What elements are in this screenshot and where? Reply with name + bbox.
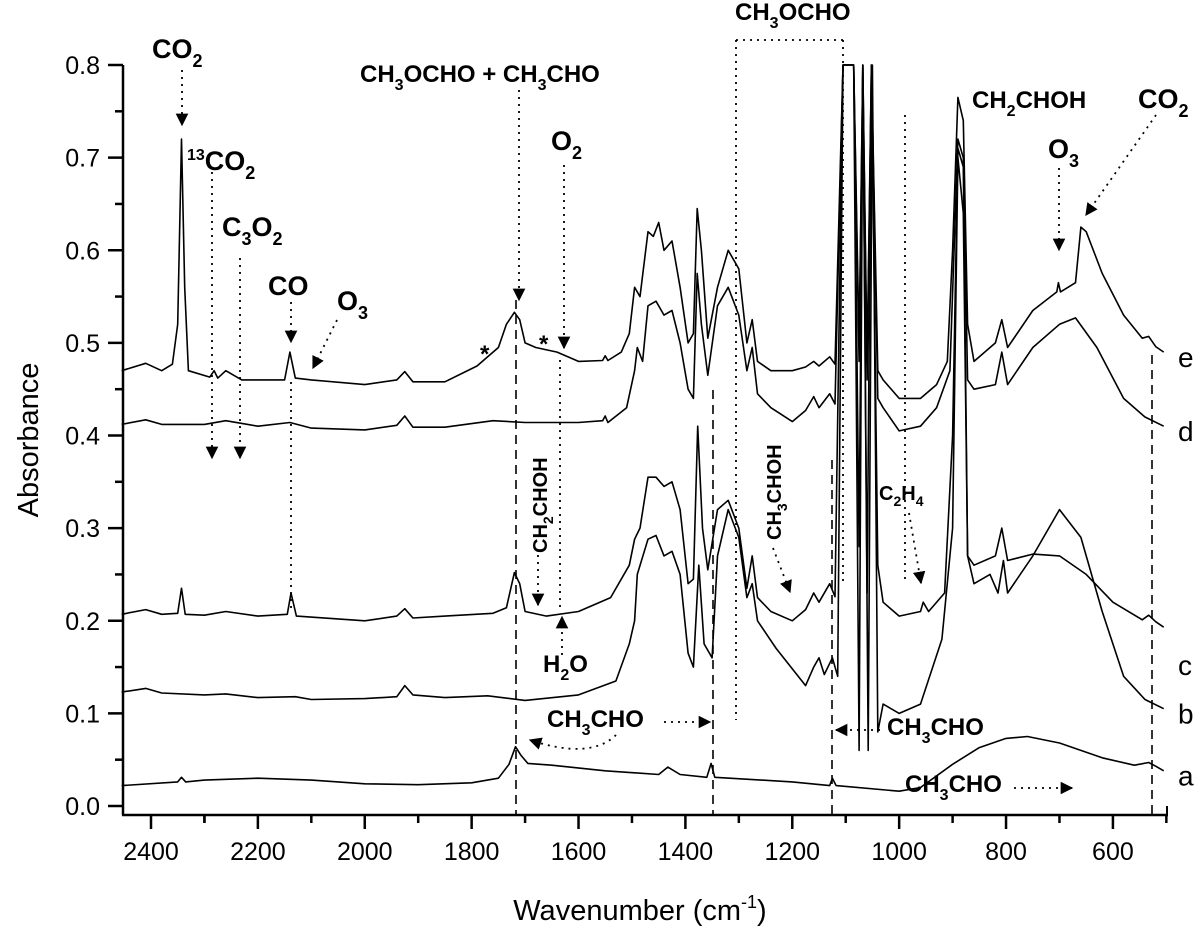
label-co: CO xyxy=(268,271,309,301)
x-tick-label: 1400 xyxy=(658,838,714,866)
y-axis-title: Absorbance xyxy=(13,363,45,518)
label-ch3cho-3: CH3CHO xyxy=(905,771,1002,804)
label-ch2choh-vertical: CH2CHOH xyxy=(530,457,556,553)
x-tick-label: 2200 xyxy=(230,838,286,866)
label-ch3cho-2: CH3CHO xyxy=(887,714,984,747)
label-c2h4: C2H4 xyxy=(879,483,924,509)
arrow-vinyl xyxy=(536,599,539,605)
y-tick-label: 0.2 xyxy=(65,608,100,636)
label-ch3choh: CH3CHOH xyxy=(764,444,790,540)
y-tick-label: 0.0 xyxy=(65,793,100,821)
x-tick-label: 1200 xyxy=(764,838,820,866)
y-tick-label: 0.5 xyxy=(65,330,100,358)
label-o3-left: O3 xyxy=(337,286,368,323)
x-tick-label: 1800 xyxy=(444,838,500,866)
y-tick-label: 0.6 xyxy=(65,237,100,265)
axes: 0.0 0.1 0.2 0.3 0.4 0.5 0.6 0.7 0.8 2400 2200 2000… xyxy=(65,52,1168,866)
curve-label-b: b xyxy=(1178,698,1194,729)
x-tick-label: 2400 xyxy=(123,838,179,866)
y-tick-label: 0.1 xyxy=(65,700,100,728)
x-tick-label: 600 xyxy=(1092,838,1134,866)
curve-label-c: c xyxy=(1178,650,1192,681)
y-tick-label: 0.4 xyxy=(65,423,100,451)
spectra xyxy=(121,64,1165,793)
label-co2-top: CO2 xyxy=(152,34,203,71)
y-ticks: 0.0 0.1 0.2 0.3 0.4 0.5 0.6 0.7 0.8 xyxy=(65,52,123,821)
x-ticks: 2400 2200 2000 1800 1600 1400 1200 1000 800 600 xyxy=(123,815,1168,866)
annotations: CO2 13CO2 C3O2 CO O3 CH3OCHO + CH3CHO O2… xyxy=(152,0,1189,804)
arrow-co2-right xyxy=(1085,114,1157,217)
x-tick-label: 2000 xyxy=(337,838,393,866)
curve-label-a: a xyxy=(1178,760,1194,791)
x-tick-label: 800 xyxy=(985,838,1027,866)
annotation-arrows xyxy=(175,70,1157,795)
y-tick-label: 0.3 xyxy=(65,515,100,543)
spectrum-b xyxy=(121,64,1165,752)
y-tick-label: 0.7 xyxy=(65,145,100,173)
label-o2: O2 xyxy=(551,126,582,163)
asterisk-1770: * xyxy=(480,341,490,368)
label-13co2: 13CO2 xyxy=(187,146,255,183)
reference-lines xyxy=(515,39,1153,815)
label-c3o2: C3O2 xyxy=(222,212,283,249)
label-ch3ocho-box: CH3OCHO xyxy=(735,0,851,32)
spectrum-c xyxy=(121,64,1165,628)
arrow-ch3cho-1-left xyxy=(528,734,617,750)
curve-label-d: d xyxy=(1178,416,1194,447)
x-axis-title: Wavenumber (cm-1) xyxy=(513,892,766,927)
label-ch3ocho-ch3cho: CH3OCHO + CH3CHO xyxy=(360,61,600,94)
label-o3-right: O3 xyxy=(1048,134,1079,171)
x-tick-label: 1600 xyxy=(551,838,607,866)
label-co2-right: CO2 xyxy=(1138,84,1189,121)
curve-label-e: e xyxy=(1178,342,1194,373)
curve-labels: e d cba xyxy=(1178,342,1194,792)
x-tick-label: 1000 xyxy=(871,838,927,866)
arrow-o3-left xyxy=(312,319,338,370)
arrow-ch3choh xyxy=(772,547,792,594)
label-ch3cho-1: CH3CHO xyxy=(547,706,644,739)
label-ch2choh-top: CH2CHOH xyxy=(972,87,1086,120)
spectrum-e xyxy=(121,64,1165,400)
arrow-c2h4 xyxy=(908,512,926,585)
spectrum-a xyxy=(121,735,1165,793)
asterisk-1675: * xyxy=(539,331,549,358)
label-h2o: H2O xyxy=(543,651,588,684)
y-tick-label: 0.8 xyxy=(65,52,100,80)
